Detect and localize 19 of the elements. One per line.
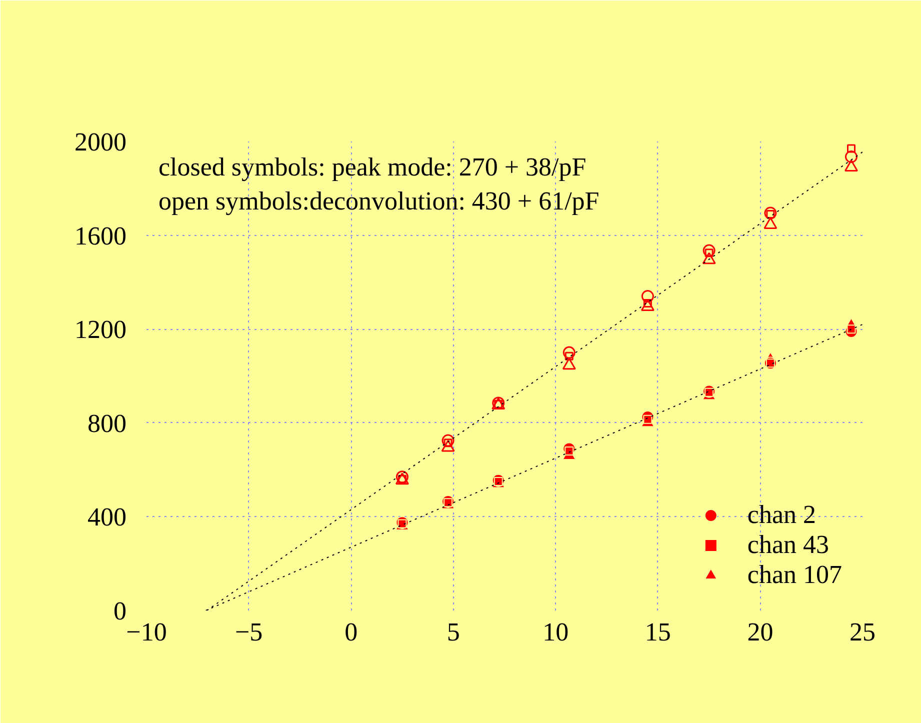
legend-label: chan 43 [747, 530, 829, 560]
y-tick-label: 2000 [74, 128, 126, 156]
annotation: closed symbols: peak mode: 270 + 38/pF [158, 152, 586, 182]
x-tick-label: −5 [234, 618, 263, 646]
annotation: open symbols:deconvolution: 430 + 61/pF [158, 186, 600, 216]
x-tick-label: 25 [850, 618, 876, 646]
y-tick-label: 1600 [74, 221, 126, 250]
x-tick-label: 5 [446, 618, 460, 646]
x-tick-label: 10 [542, 618, 569, 646]
legend-label: chan 2 [747, 500, 816, 530]
y-tick-label: 400 [88, 502, 126, 532]
x-tick-label: −10 [126, 618, 167, 646]
y-tick-label: 800 [88, 408, 126, 438]
legend-label: chan 107 [747, 560, 842, 590]
x-tick-label: 20 [747, 618, 774, 646]
x-tick-label: 0 [344, 618, 358, 646]
y-tick-label: 1200 [74, 315, 126, 344]
x-tick-label: 15 [644, 618, 671, 646]
y-tick-label: 0 [114, 596, 126, 626]
